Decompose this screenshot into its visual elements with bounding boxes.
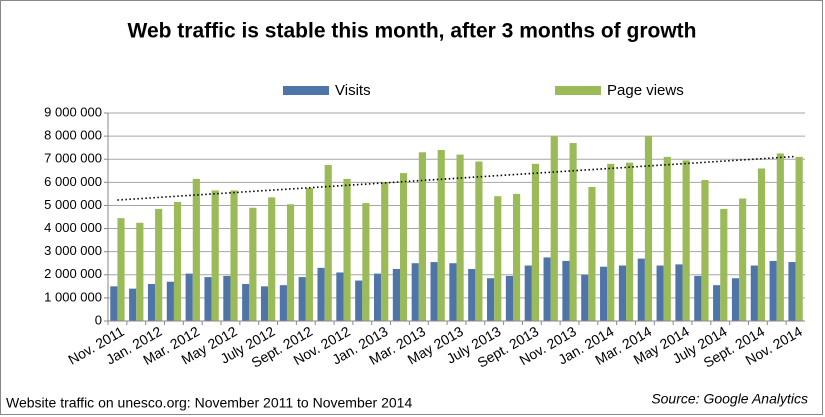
- bar: [279, 285, 287, 321]
- bar: [155, 208, 163, 321]
- legend-swatch: [283, 86, 329, 95]
- bar: [505, 275, 514, 321]
- bar: [249, 207, 257, 321]
- bar: [494, 196, 502, 321]
- bar: [701, 180, 709, 321]
- bar: [543, 257, 551, 321]
- bar: [513, 193, 521, 321]
- bar: [173, 201, 182, 321]
- bar: [437, 149, 445, 321]
- footnote: Website traffic on unesco.org: November …: [6, 395, 412, 411]
- bar: [147, 284, 156, 321]
- bar: [324, 165, 332, 321]
- y-tick-label: 3 000 000: [44, 243, 102, 258]
- bar: [343, 178, 351, 321]
- bar: [185, 273, 193, 321]
- y-tick-label: 1 000 000: [44, 289, 102, 304]
- bar: [336, 272, 344, 321]
- bar: [750, 265, 758, 321]
- y-tick-label: 0: [95, 312, 102, 327]
- chart-title: Web traffic is stable this month, after …: [128, 20, 697, 43]
- bar: [637, 258, 645, 321]
- bar: [204, 277, 212, 321]
- bar: [305, 188, 313, 321]
- bar: [776, 153, 784, 321]
- bar: [739, 198, 747, 321]
- bar: [286, 204, 295, 321]
- bar: [223, 275, 231, 321]
- bar: [682, 160, 690, 321]
- bar: [731, 278, 740, 321]
- y-tick-label: 6 000 000: [44, 174, 102, 189]
- bar: [211, 190, 219, 321]
- bar: [110, 286, 118, 321]
- trendline: [117, 155, 796, 201]
- bar: [788, 262, 796, 321]
- bar: [381, 182, 389, 321]
- bar: [392, 269, 400, 321]
- bar: [675, 264, 683, 321]
- bar: [720, 208, 728, 321]
- bar: [230, 190, 238, 321]
- bar: [656, 265, 664, 321]
- bar: [581, 274, 589, 321]
- y-tick-label: 4 000 000: [44, 220, 102, 235]
- bar: [757, 168, 766, 321]
- bar: [475, 161, 483, 321]
- bar: [418, 152, 426, 321]
- y-tick-label: 7 000 000: [44, 151, 102, 166]
- bar: [550, 136, 558, 321]
- bar: [694, 275, 702, 321]
- bar: [524, 265, 532, 321]
- bar: [166, 281, 174, 321]
- bar: [618, 265, 627, 321]
- bar: [713, 285, 721, 321]
- legend-label: Page views: [607, 82, 684, 99]
- y-tick-label: 9 000 000: [44, 104, 102, 119]
- bar: [769, 260, 777, 321]
- bar: [362, 203, 370, 321]
- bar: [449, 263, 457, 321]
- bar: [268, 197, 276, 321]
- y-tick-label: 2 000 000: [44, 266, 102, 281]
- bar: [569, 143, 577, 321]
- bar: [317, 267, 325, 321]
- bar: [260, 286, 269, 321]
- bar: [600, 266, 608, 321]
- bar: [355, 280, 363, 321]
- bar: [468, 269, 476, 321]
- bar: [795, 156, 803, 321]
- bar: [531, 163, 540, 321]
- bar: [298, 277, 306, 321]
- bar: [430, 262, 438, 321]
- bar: [607, 163, 615, 321]
- bar: [411, 263, 419, 321]
- bar: [117, 218, 125, 321]
- bar: [129, 288, 137, 321]
- bar: [626, 162, 634, 321]
- bar: [136, 222, 144, 321]
- bar: [373, 273, 382, 321]
- y-tick-label: 5 000 000: [44, 197, 102, 212]
- source: Source: Google Analytics: [651, 391, 808, 407]
- bar: [456, 154, 464, 321]
- bar: [487, 278, 495, 321]
- bar: [588, 186, 596, 321]
- y-tick-label: 8 000 000: [44, 128, 102, 143]
- bar: [242, 284, 250, 321]
- bar: [644, 136, 653, 321]
- bar: [562, 260, 570, 321]
- bar: [663, 156, 671, 321]
- bar: [192, 178, 200, 321]
- legend-swatch: [555, 86, 601, 95]
- bar: [399, 173, 408, 321]
- legend-label: Visits: [335, 82, 371, 99]
